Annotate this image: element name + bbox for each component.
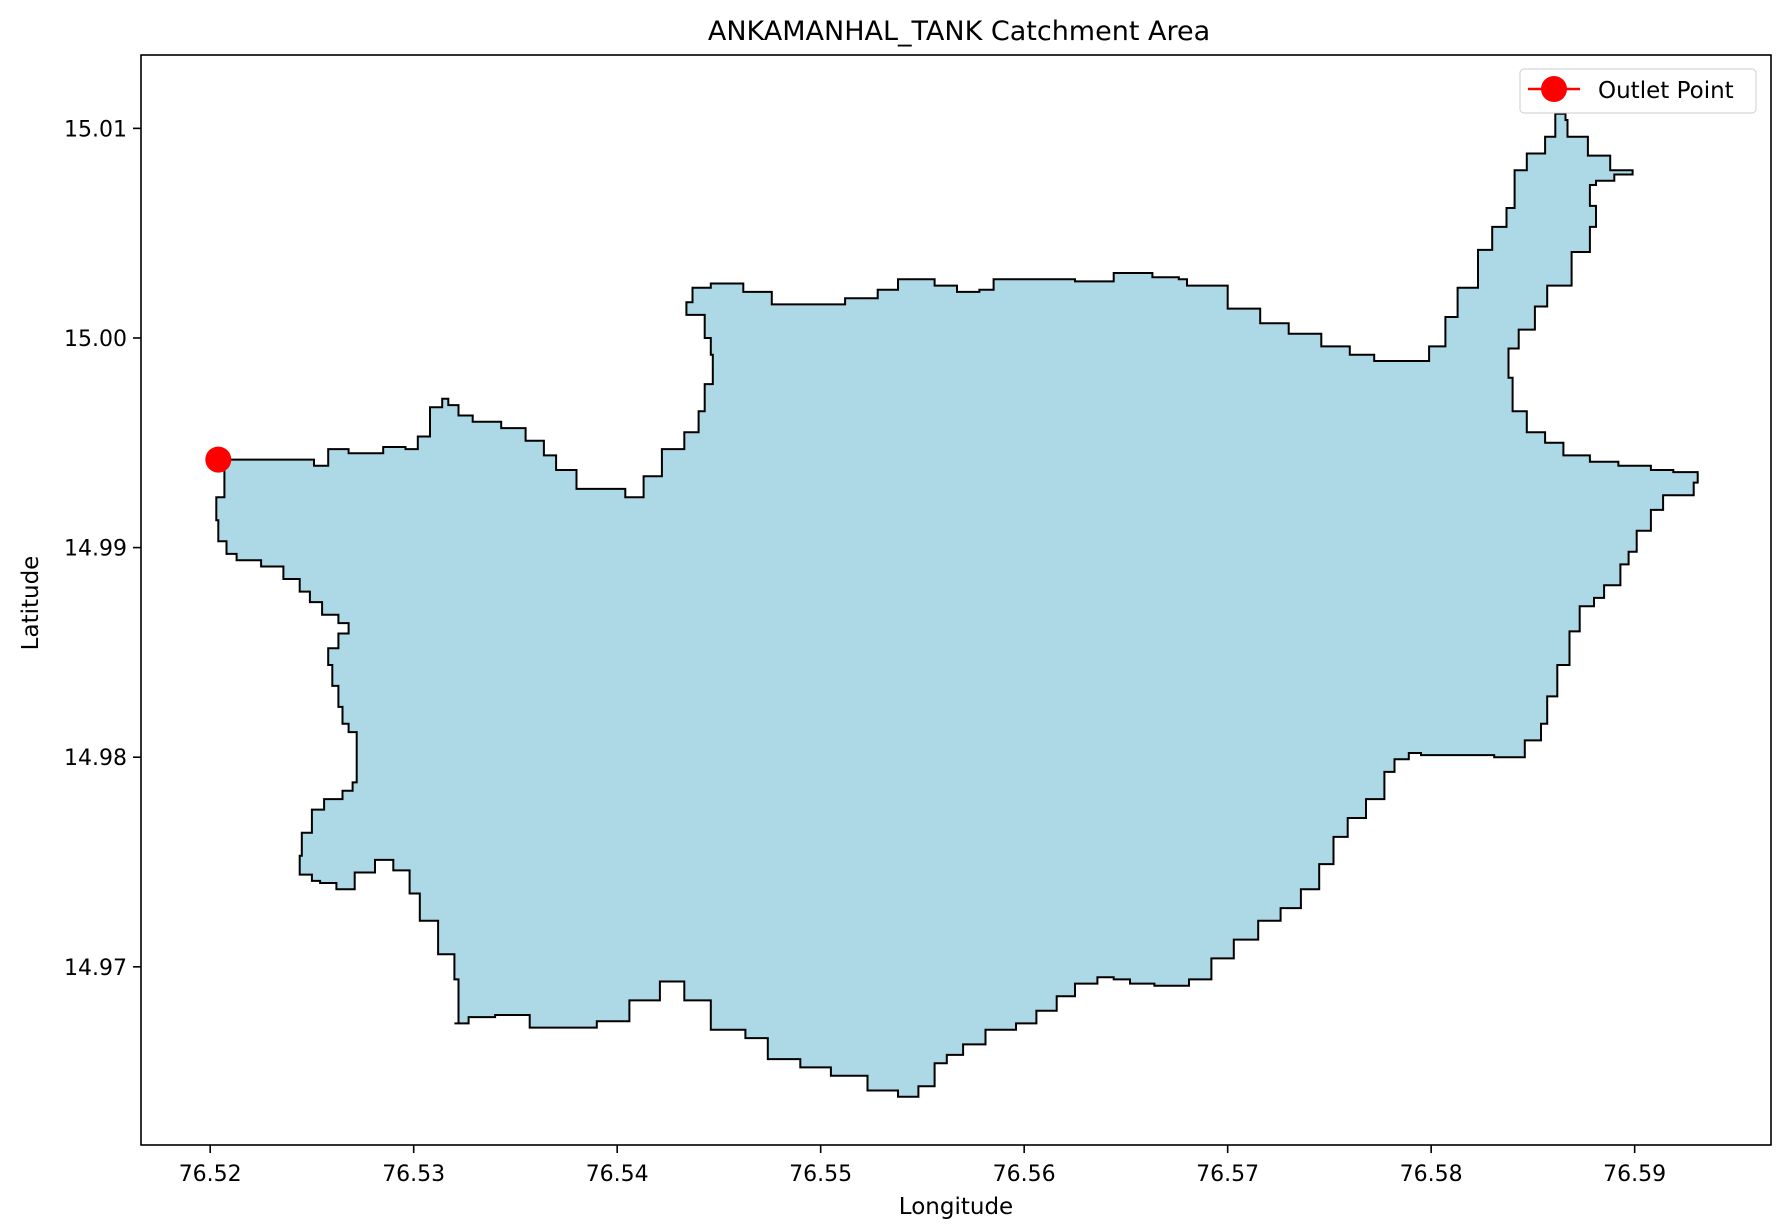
legend-box xyxy=(1519,68,1757,114)
x-tick-label: 76.58 xyxy=(1400,1162,1463,1187)
legend-marker-outlet-point xyxy=(1541,76,1567,102)
y-tick-label: 14.98 xyxy=(64,746,127,771)
x-axis-label: Longitude xyxy=(899,1194,1013,1220)
plot-frame xyxy=(140,54,1772,1146)
y-axis-label: Latitude xyxy=(18,556,44,651)
x-tick-label: 76.52 xyxy=(179,1162,242,1187)
y-axis-ticks: 14.97 14.98 14.99 15.00 15.01 xyxy=(64,117,141,981)
plot-area xyxy=(140,54,1772,1146)
y-tick-label: 14.97 xyxy=(64,956,127,981)
legend-label-outlet-point: Outlet Point xyxy=(1598,78,1734,104)
legend: Outlet Point xyxy=(1519,68,1757,114)
x-tick-label: 76.59 xyxy=(1603,1162,1666,1187)
x-tick-label: 76.57 xyxy=(1196,1162,1259,1187)
y-tick-label: 14.99 xyxy=(64,537,127,562)
y-tick-label: 15.00 xyxy=(64,327,127,352)
catchment-polygon xyxy=(215,112,1699,1098)
x-axis-ticks: 76.52 76.53 76.54 76.55 76.56 76.57 76.58 76.59 xyxy=(179,1145,1666,1187)
x-tick-label: 76.53 xyxy=(382,1162,445,1187)
x-tick-label: 76.54 xyxy=(586,1162,649,1187)
outlet-point-marker xyxy=(205,446,232,473)
x-tick-label: 76.56 xyxy=(993,1162,1056,1187)
chart-title: ANKAMANHAL_TANK Catchment Area xyxy=(708,16,1210,47)
y-tick-label: 15.01 xyxy=(64,117,127,142)
x-tick-label: 76.55 xyxy=(789,1162,852,1187)
